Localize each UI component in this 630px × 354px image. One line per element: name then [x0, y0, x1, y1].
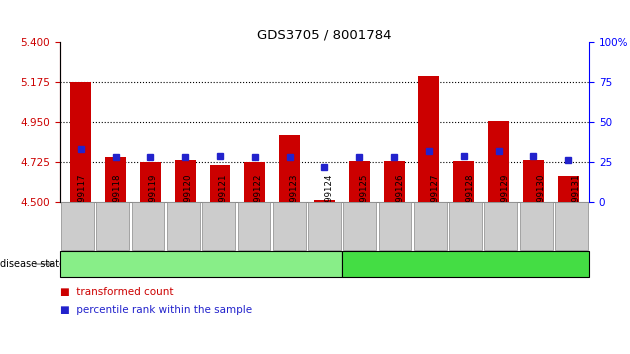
- Text: ■  percentile rank within the sample: ■ percentile rank within the sample: [60, 305, 252, 315]
- Text: GSM499124: GSM499124: [324, 173, 333, 226]
- Text: GSM499118: GSM499118: [113, 173, 122, 226]
- Text: GSM499131: GSM499131: [571, 173, 580, 226]
- Text: GSM499119: GSM499119: [148, 173, 157, 226]
- Bar: [488, 121, 509, 202]
- Text: GSM499120: GSM499120: [183, 173, 192, 226]
- Bar: [140, 162, 161, 202]
- Text: GSM499130: GSM499130: [536, 173, 545, 226]
- Text: GSM499126: GSM499126: [395, 173, 404, 226]
- Bar: [453, 161, 474, 202]
- Bar: [349, 161, 370, 202]
- Title: GDS3705 / 8001784: GDS3705 / 8001784: [257, 28, 392, 41]
- Text: GSM499128: GSM499128: [466, 173, 474, 226]
- Bar: [71, 82, 91, 202]
- Text: ■  transformed count: ■ transformed count: [60, 287, 173, 297]
- Text: progressive fibrotic sarcoidosis: progressive fibrotic sarcoidosis: [384, 259, 547, 269]
- Text: disease state: disease state: [0, 259, 65, 269]
- Bar: [418, 76, 439, 202]
- Bar: [384, 161, 404, 202]
- Bar: [105, 156, 126, 202]
- Text: GSM499125: GSM499125: [360, 173, 369, 226]
- Text: GSM499121: GSM499121: [219, 173, 227, 226]
- Bar: [244, 162, 265, 202]
- Text: GSM499122: GSM499122: [254, 173, 263, 226]
- Text: GSM499127: GSM499127: [430, 173, 439, 226]
- Text: GSM499129: GSM499129: [501, 173, 510, 226]
- Text: GSM499117: GSM499117: [77, 173, 86, 226]
- Bar: [210, 165, 231, 202]
- Bar: [314, 200, 335, 202]
- Text: GSM499123: GSM499123: [289, 173, 298, 226]
- Bar: [279, 135, 300, 202]
- Text: nodular self-limiting sarcoidosis: nodular self-limiting sarcoidosis: [118, 259, 284, 269]
- Bar: [175, 160, 196, 202]
- Bar: [523, 160, 544, 202]
- Bar: [558, 176, 578, 202]
